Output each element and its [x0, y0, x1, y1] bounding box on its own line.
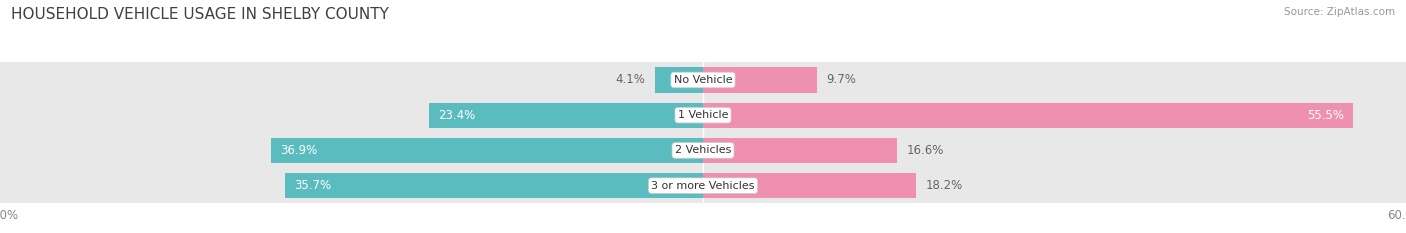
Text: 3 or more Vehicles: 3 or more Vehicles — [651, 181, 755, 191]
Text: No Vehicle: No Vehicle — [673, 75, 733, 85]
Text: 4.1%: 4.1% — [616, 73, 645, 86]
Text: 1 Vehicle: 1 Vehicle — [678, 110, 728, 120]
Text: 36.9%: 36.9% — [280, 144, 318, 157]
Bar — [0, 62, 1406, 98]
Text: 23.4%: 23.4% — [439, 109, 475, 122]
Text: 18.2%: 18.2% — [925, 179, 963, 192]
Text: 2 Vehicles: 2 Vehicles — [675, 145, 731, 155]
Bar — [0, 168, 1406, 203]
Bar — [703, 67, 817, 93]
Bar — [0, 98, 1406, 133]
Bar — [655, 67, 703, 93]
Bar — [429, 103, 703, 128]
Text: 16.6%: 16.6% — [907, 144, 945, 157]
Bar — [703, 138, 897, 163]
Bar — [703, 103, 1354, 128]
Text: 9.7%: 9.7% — [827, 73, 856, 86]
Text: HOUSEHOLD VEHICLE USAGE IN SHELBY COUNTY: HOUSEHOLD VEHICLE USAGE IN SHELBY COUNTY — [11, 7, 389, 22]
Text: 35.7%: 35.7% — [294, 179, 332, 192]
Bar — [0, 133, 1406, 168]
Text: Source: ZipAtlas.com: Source: ZipAtlas.com — [1284, 7, 1395, 17]
Bar — [703, 173, 917, 198]
Bar — [271, 138, 703, 163]
Bar — [284, 173, 703, 198]
Text: 55.5%: 55.5% — [1308, 109, 1344, 122]
